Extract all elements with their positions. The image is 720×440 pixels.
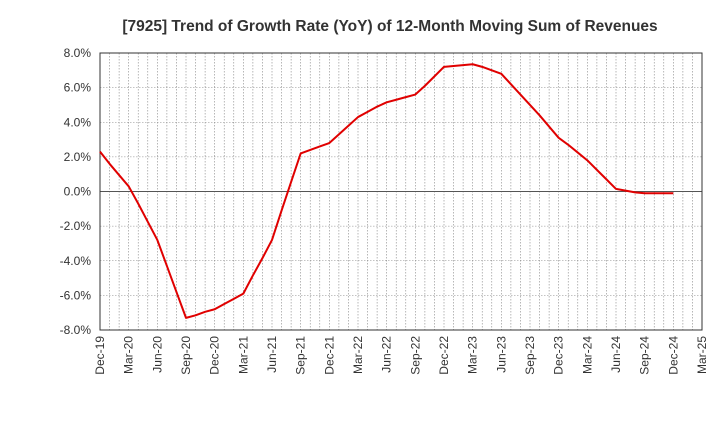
grid xyxy=(100,53,702,330)
plot-area xyxy=(99,52,703,331)
x-tick-label: Dec-20 xyxy=(208,336,222,375)
x-tick-label: Mar-20 xyxy=(122,336,136,374)
x-tick-label: Sep-21 xyxy=(294,336,308,375)
y-tick-label: 2.0% xyxy=(64,150,92,164)
y-tick-label: -2.0% xyxy=(60,219,92,233)
series-line xyxy=(99,63,674,319)
y-tick-label: -4.0% xyxy=(60,254,92,268)
x-tick-label: Sep-22 xyxy=(408,336,422,375)
y-tick-label: 0.0% xyxy=(64,185,92,199)
x-tick-label: Dec-23 xyxy=(552,336,566,375)
x-tick-label: Jun-23 xyxy=(494,336,508,373)
x-tick-label: Jun-22 xyxy=(380,336,394,373)
x-tick-label: Sep-24 xyxy=(638,336,652,375)
x-tick-label: Dec-19 xyxy=(93,336,107,375)
y-axis: 8.0% 6.0% 4.0% 2.0% 0.0% -2.0% -4.0% -6.0% -8.0% xyxy=(60,46,92,337)
x-tick-label: Mar-22 xyxy=(351,336,365,374)
y-tick-label: -8.0% xyxy=(60,323,92,337)
x-tick-label: Sep-20 xyxy=(179,336,193,375)
x-tick-label: Dec-24 xyxy=(666,336,680,375)
y-tick-label: 6.0% xyxy=(64,81,92,95)
x-tick-label: Jun-21 xyxy=(265,336,279,373)
y-tick-label: 4.0% xyxy=(64,115,92,129)
x-tick-label: Mar-24 xyxy=(580,336,594,374)
chart-title: [7925] Trend of Growth Rate (YoY) of 12-… xyxy=(122,18,657,35)
x-tick-label: Mar-23 xyxy=(466,336,480,374)
series-group xyxy=(99,63,674,319)
x-tick-label: Sep-23 xyxy=(523,336,537,375)
x-axis: Dec-19 Mar-20 Jun-20 Sep-20 Dec-20 Mar-21 Jun-… xyxy=(93,336,709,375)
x-tick-label: Jun-20 xyxy=(150,336,164,373)
x-tick-label: Mar-21 xyxy=(236,336,250,374)
y-tick-label: -6.0% xyxy=(60,288,92,302)
y-tick-label: 8.0% xyxy=(64,46,92,60)
x-tick-label: Jun-24 xyxy=(609,336,623,373)
x-tick-label: Dec-22 xyxy=(437,336,451,375)
x-tick-label: Mar-25 xyxy=(695,336,709,374)
x-tick-label: Dec-21 xyxy=(322,336,336,375)
